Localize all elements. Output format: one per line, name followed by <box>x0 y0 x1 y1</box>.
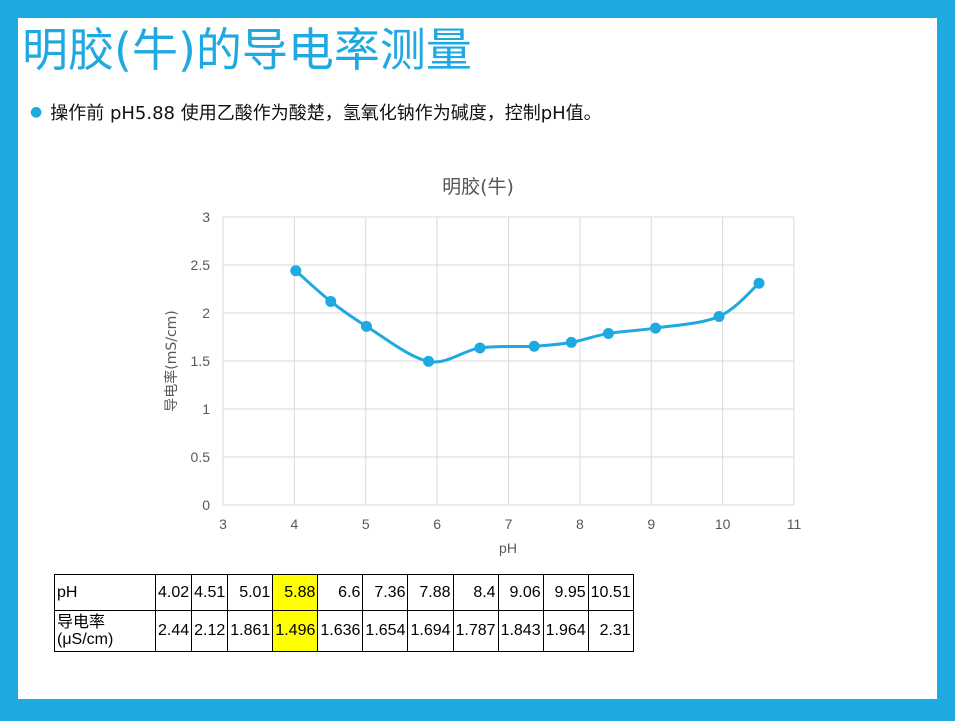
table-cell: 7.36 <box>362 574 409 611</box>
table-cell: 7.88 <box>407 574 454 611</box>
table-cell: 1.654 <box>362 610 409 652</box>
y-axis-ticks: 0 0.5 1 1.5 2 2.5 3 <box>191 209 211 513</box>
y-tick-label: 3 <box>202 209 210 225</box>
x-tick-label: 11 <box>787 516 802 532</box>
table-row-conductivity: 导电率 (μS/cm) 2.44 2.12 1.861 1.496 1.636 1… <box>54 610 634 652</box>
data-point <box>713 310 725 322</box>
data-point <box>753 277 765 289</box>
bullet-text: 操作前 pH5.88 使用乙酸作为酸楚，氢氧化钠作为碱度，控制pH值。 <box>50 103 602 124</box>
table-cell: 4.51 <box>191 574 229 611</box>
table-cell-highlighted: 1.496 <box>272 610 319 652</box>
table-cell: 2.44 <box>154 610 193 652</box>
data-point <box>602 327 614 339</box>
table-cell-highlighted: 5.88 <box>272 574 319 611</box>
series-points <box>290 265 765 367</box>
table-cell: 4.02 <box>154 574 193 611</box>
slide-title: 明胶(牛)的导电率测量 <box>22 23 472 77</box>
x-axis-label: pH <box>499 540 517 556</box>
y-tick-label: 2.5 <box>191 257 211 273</box>
data-point <box>528 340 540 352</box>
table-cell: 1.636 <box>317 610 364 652</box>
table-cell: 9.06 <box>497 574 544 611</box>
x-axis-ticks: 3 4 5 6 7 8 9 10 11 <box>219 516 801 532</box>
table-cell: 2.31 <box>587 610 634 652</box>
y-tick-label: 0 <box>202 497 210 513</box>
table-cell: 8.4 <box>452 574 499 611</box>
table-cell: 5.01 <box>227 574 274 611</box>
table-cell: 6.6 <box>317 574 364 611</box>
data-point <box>423 355 435 367</box>
data-point <box>565 336 577 348</box>
bullet-dot-icon: ● <box>30 104 43 120</box>
row-header-line1: 导电率 <box>57 614 106 631</box>
y-tick-label: 0.5 <box>191 449 211 465</box>
y-tick-label: 2 <box>202 305 210 321</box>
row-header-ph: pH <box>54 574 156 611</box>
data-point <box>325 295 337 307</box>
row-header-conductivity: 导电率 (μS/cm) <box>54 610 156 652</box>
x-tick-label: 3 <box>219 516 227 532</box>
x-tick-label: 10 <box>715 516 731 532</box>
data-point <box>474 342 486 354</box>
x-tick-label: 5 <box>362 516 370 532</box>
table-cell: 1.694 <box>407 610 454 652</box>
x-tick-label: 8 <box>576 516 584 532</box>
chart-title: 明胶(牛) <box>442 176 514 198</box>
row-header-line2: (μS/cm) <box>57 631 114 648</box>
grid <box>222 216 795 506</box>
data-table: pH 4.02 4.51 5.01 5.88 6.6 7.36 7.88 8.4… <box>54 574 634 652</box>
table-cell: 1.787 <box>452 610 499 652</box>
bullet-item: ● 操作前 pH5.88 使用乙酸作为酸楚，氢氧化钠作为碱度，控制pH值。 <box>30 99 602 125</box>
table-row-ph: pH 4.02 4.51 5.01 5.88 6.6 7.36 7.88 8.4… <box>54 574 634 611</box>
line-chart: 明胶(牛) 3 4 5 6 7 8 9 10 11 0 0.5 1 1.5 2 2.5 3 pH 导电率(m… <box>163 176 801 556</box>
data-point <box>360 320 372 332</box>
x-tick-label: 7 <box>505 516 513 532</box>
table-cell: 1.843 <box>497 610 544 652</box>
x-tick-label: 4 <box>290 516 298 532</box>
table-cell: 1.861 <box>227 610 274 652</box>
table-cell: 10.51 <box>587 574 634 611</box>
table-cell: 2.12 <box>191 610 229 652</box>
y-tick-label: 1.5 <box>191 353 211 369</box>
x-tick-label: 6 <box>433 516 441 532</box>
data-point <box>650 322 662 334</box>
y-axis-label: 导电率(mS/cm) <box>163 310 180 412</box>
x-tick-label: 9 <box>647 516 655 532</box>
data-point <box>290 265 302 277</box>
table-cell: 9.95 <box>542 574 589 611</box>
y-tick-label: 1 <box>202 401 210 417</box>
table-cell: 1.964 <box>542 610 589 652</box>
